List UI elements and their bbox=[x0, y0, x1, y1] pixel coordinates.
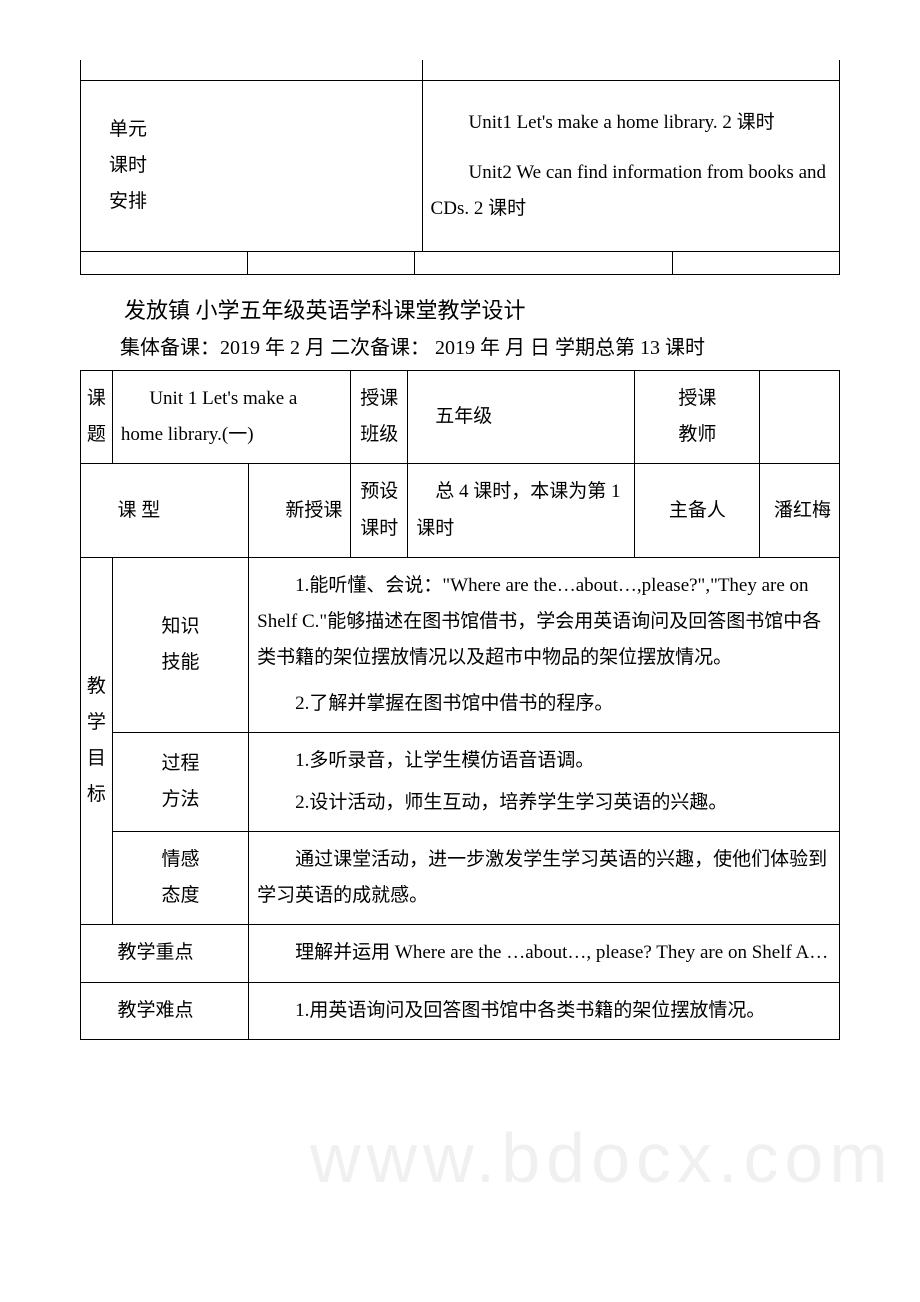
knowledge-line1: 1.能听懂、会说："Where are the…about…,please?",… bbox=[257, 568, 831, 676]
lesson-title-text: Unit 1 Let's make a home library.(一) bbox=[121, 388, 298, 445]
teaching-difficulty-content: 1.用英语询问及回答图书馆中各类书籍的架位摆放情况。 bbox=[249, 982, 840, 1039]
unit1-text: Unit1 Let's make a home library. 2 课时 bbox=[431, 105, 831, 141]
preset-hours-value: 总 4 课时，本课为第 1 课时 bbox=[408, 464, 635, 557]
divider-row bbox=[81, 252, 840, 275]
teacher-label-1: 授课 bbox=[678, 388, 716, 409]
table-row: 教学难点 1.用英语询问及回答图书馆中各类书籍的架位摆放情况。 bbox=[81, 982, 840, 1039]
knowledge-line2: 2.了解并掌握在图书馆中借书的程序。 bbox=[257, 686, 831, 722]
lesson-plan-table: 课题 Unit 1 Let's make a home library.(一) … bbox=[80, 370, 840, 1039]
teaching-focus-content: 理解并运用 Where are the …about…, please? The… bbox=[249, 925, 840, 982]
teaching-focus-label: 教学重点 bbox=[81, 925, 249, 982]
lesson-type-value: 新授课 bbox=[249, 464, 351, 557]
knowledge-skill-label: 知识 技能 bbox=[112, 557, 248, 732]
table-row: 课题 Unit 1 Let's make a home library.(一) … bbox=[81, 371, 840, 464]
page-subtitle: 集体备课：2019 年 2 月 二次备课： 2019 年 月 日 学期总第 13… bbox=[80, 331, 840, 360]
lesson-title-value: Unit 1 Let's make a home library.(一) bbox=[112, 371, 351, 464]
label-line: 课时 bbox=[109, 148, 414, 184]
unit2-text: Unit2 We can find information from books… bbox=[431, 155, 831, 227]
teacher-label: 授课 教师 bbox=[635, 371, 760, 464]
empty-cell bbox=[81, 60, 423, 81]
teacher-label-2: 教师 bbox=[678, 424, 716, 445]
process-method-label: 过程 方法 bbox=[112, 733, 248, 832]
label-line: 安排 bbox=[109, 184, 414, 220]
table-row: 课 型 新授课 预设课时 总 4 课时，本课为第 1 课时 主备人 潘红梅 bbox=[81, 464, 840, 557]
table-row: 教学重点 理解并运用 Where are the …about…, please… bbox=[81, 925, 840, 982]
teaching-goals-label: 教学目标 bbox=[81, 557, 113, 925]
process-line1: 1.多听录音，让学生模仿语音语调。 bbox=[257, 743, 831, 779]
preset-hours-label: 预设课时 bbox=[351, 464, 408, 557]
emotion-text: 通过课堂活动，进一步激发学生学习英语的兴趣，使他们体验到学习英语的成就感。 bbox=[257, 842, 831, 914]
grade-text: 五年级 bbox=[435, 406, 492, 427]
focus-text: 理解并运用 Where are the …about…, please? The… bbox=[257, 935, 831, 971]
teaching-difficulty-label: 教学难点 bbox=[81, 982, 249, 1039]
watermark: www.bdocx.com bbox=[310, 1118, 894, 1198]
main-preparer-value: 潘红梅 bbox=[760, 464, 840, 557]
unit-hours-label-cell: 单元 课时 安排 bbox=[81, 81, 423, 252]
lesson-title-label: 课题 bbox=[81, 371, 113, 464]
page-title: 发放镇 小学五年级英语学科课堂教学设计 bbox=[80, 293, 840, 325]
label-line: 单元 bbox=[109, 112, 414, 148]
emotion-attitude-label: 情感 态度 bbox=[112, 832, 248, 925]
difficulty-text: 1.用英语询问及回答图书馆中各类书籍的架位摆放情况。 bbox=[257, 993, 831, 1029]
grade-value: 五年级 bbox=[408, 371, 635, 464]
lesson-type-label: 课 型 bbox=[81, 464, 249, 557]
unit-hours-table: 单元 课时 安排 Unit1 Let's make a home library… bbox=[80, 60, 840, 275]
knowledge-skill-content: 1.能听懂、会说："Where are the…about…,please?",… bbox=[249, 557, 840, 732]
table-row: 情感 态度 通过课堂活动，进一步激发学生学习英语的兴趣，使他们体验到学习英语的成… bbox=[81, 832, 840, 925]
teacher-value bbox=[760, 371, 840, 464]
main-preparer-label: 主备人 bbox=[635, 464, 760, 557]
unit-hours-content-cell: Unit1 Let's make a home library. 2 课时 Un… bbox=[422, 81, 839, 252]
process-line2: 2.设计活动，师生互动，培养学生学习英语的兴趣。 bbox=[257, 785, 831, 821]
emotion-attitude-content: 通过课堂活动，进一步激发学生学习英语的兴趣，使他们体验到学习英语的成就感。 bbox=[249, 832, 840, 925]
class-label: 授课班级 bbox=[351, 371, 408, 464]
document-page: 单元 课时 安排 Unit1 Let's make a home library… bbox=[0, 0, 920, 1100]
table-row: 过程 方法 1.多听录音，让学生模仿语音语调。 2.设计活动，师生互动，培养学生… bbox=[81, 733, 840, 832]
table-row: 教学目标 知识 技能 1.能听懂、会说："Where are the…about… bbox=[81, 557, 840, 732]
empty-cell bbox=[422, 60, 839, 81]
process-method-content: 1.多听录音，让学生模仿语音语调。 2.设计活动，师生互动，培养学生学习英语的兴… bbox=[249, 733, 840, 832]
